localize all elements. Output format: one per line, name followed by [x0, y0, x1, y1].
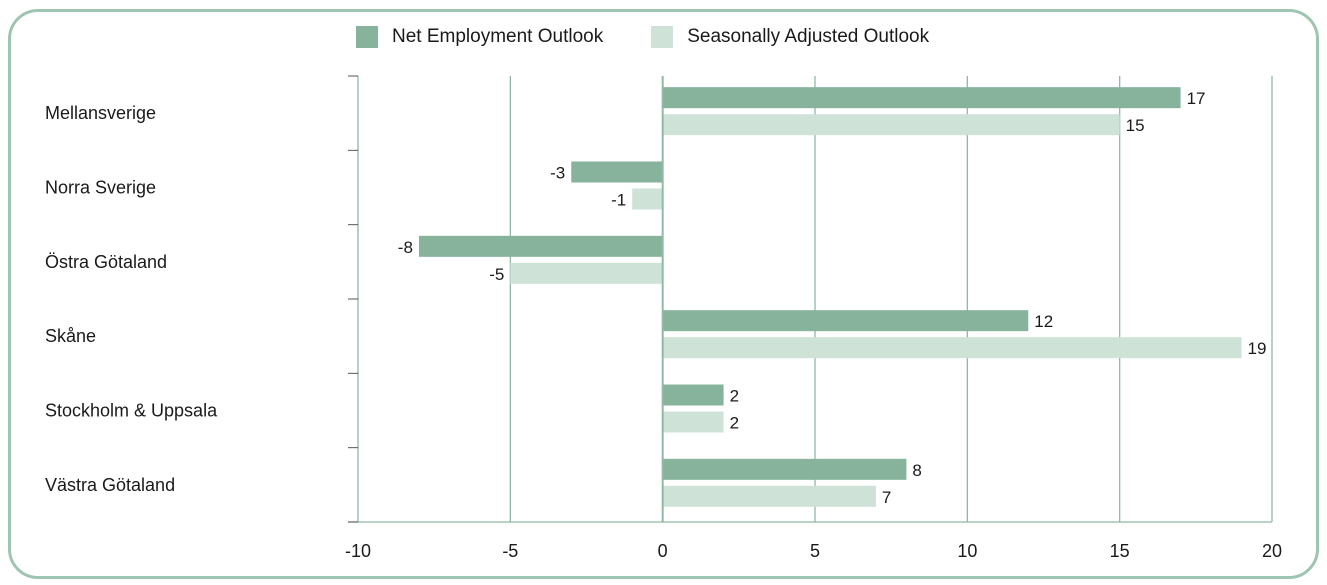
category-label-0: Mellansverige [45, 103, 156, 123]
value-label-1-2: -5 [489, 265, 504, 284]
x-tick-label-2: 0 [658, 541, 668, 561]
bar-1-5 [662, 485, 876, 507]
value-label-1-1: -1 [611, 191, 626, 210]
value-label-0-0: 17 [1187, 89, 1206, 108]
value-label-0-2: -8 [398, 238, 413, 257]
category-label-3: Skåne [45, 326, 96, 346]
legend-item-seasonal: Seasonally Adjusted Outlook [651, 26, 929, 48]
legend-item-net: Net Employment Outlook [356, 26, 603, 48]
value-label-1-4: 2 [730, 414, 739, 433]
bar-0-3 [662, 310, 1029, 332]
value-label-0-4: 2 [730, 387, 739, 406]
category-label-4: Stockholm & Uppsala [45, 401, 218, 421]
value-label-1-3: 19 [1248, 339, 1267, 358]
x-tick-label-4: 10 [957, 541, 977, 561]
value-label-1-0: 15 [1126, 116, 1145, 135]
bar-0-1 [571, 161, 663, 183]
value-label-0-1: -3 [550, 164, 565, 183]
category-label-1: Norra Sverige [45, 178, 156, 198]
value-label-0-3: 12 [1034, 312, 1053, 331]
value-label-0-5: 8 [912, 461, 921, 480]
x-tick-label-6: 20 [1262, 541, 1282, 561]
bar-1-2 [510, 262, 663, 284]
legend: Net Employment Outlook Seasonally Adjust… [356, 24, 977, 50]
legend-label-net: Net Employment Outlook [392, 26, 604, 47]
bar-1-3 [662, 337, 1242, 359]
bar-1-4 [662, 411, 724, 433]
category-label-2: Östra Götaland [45, 252, 167, 272]
value-label-1-5: 7 [882, 488, 891, 507]
bar-1-0 [662, 114, 1120, 136]
bar-0-4 [662, 384, 724, 406]
legend-swatch-seasonal [651, 26, 674, 48]
category-label-5: Västra Götaland [45, 475, 175, 495]
bar-0-5 [662, 458, 907, 480]
legend-swatch-net [356, 26, 378, 48]
x-tick-label-1: -5 [502, 541, 518, 561]
x-tick-label-5: 15 [1110, 541, 1130, 561]
x-tick-label-0: -10 [345, 541, 371, 561]
x-tick-label-3: 5 [810, 541, 820, 561]
legend-label-seasonal: Seasonally Adjusted Outlook [687, 26, 930, 47]
bar-0-2 [418, 235, 663, 257]
bar-1-1 [632, 188, 663, 210]
bar-0-0 [662, 87, 1181, 109]
